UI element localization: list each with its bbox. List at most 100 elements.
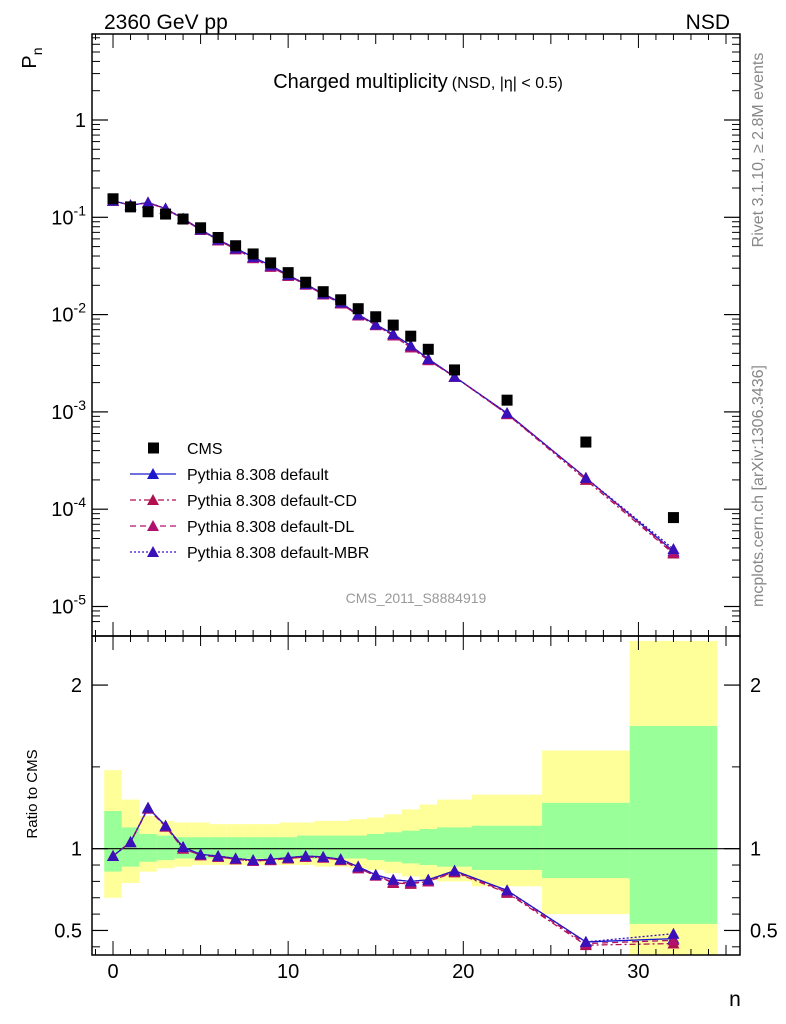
ratio-point-marker [369,868,382,880]
band-inner [437,827,473,867]
ratio-y-axis-label: Ratio to CMS [24,749,41,838]
ratio-point-marker [422,873,435,885]
mc-point-marker [369,318,382,330]
ratio-y-tick-label-right: 1 [750,839,761,861]
data-point-marker [282,267,294,279]
side-label-top: Rivet 3.1.10, ≥ 2.8M events [750,53,767,248]
y-tick-label: 1 [75,110,86,132]
data-point-marker [580,436,592,448]
y-axis-label-sub: n [29,47,45,55]
chart-title-suffix: (NSD, |η| < 0.5) [452,75,563,92]
ratio-point-marker [334,853,347,865]
ratio-line-3 [112,806,674,943]
data-point-marker [177,213,189,225]
x-tick-label: 0 [107,961,118,983]
mc-point-marker [387,328,400,340]
data-point-marker [317,286,329,298]
ratio-panel: 0.5 0.51 12 20 10 20 30 Ratio to CMS n [24,635,778,1011]
data-point-marker [387,319,399,331]
ratio-line-2 [112,807,674,945]
band-inner [314,835,332,859]
mc-point-marker [404,339,417,351]
ratio-point-marker [159,819,172,831]
ratio-point-marker [177,841,190,853]
legend-marker-mc [147,546,159,557]
ratio-frame [91,635,741,956]
ratio-point-marker [501,884,514,896]
ratio-point-marker [387,873,400,885]
ratio-y-tick-label: 2 [71,675,82,697]
data-point-marker [142,206,154,218]
legend-marker-mc [147,468,159,479]
y-tick-exponent: -2 [74,300,87,316]
ratio-point-marker [194,848,207,860]
data-point-marker [422,343,434,355]
y-tick-exponent: -5 [74,592,87,608]
ratio-point-marker [282,851,295,863]
main-ticks: 10-510-410-310-210-11 [51,34,740,636]
band-inner [384,832,402,862]
y-tick-label: 10-2 [51,300,86,327]
ratio-bands [104,640,718,955]
process-label: NSD [686,11,730,34]
band-inner [542,802,630,879]
data-point-marker [370,311,382,323]
chart-title: Charged multiplicity (NSD, |η| < 0.5) [273,71,563,93]
ratio-y-tick-label: 1 [71,839,82,861]
chart-title-main: Charged multiplicity [273,71,448,93]
data-point-marker [107,193,119,205]
ratio-point-marker [264,853,277,865]
y-tick-exponent: -4 [74,494,87,510]
band-inner [349,835,367,859]
y-tick-exponent: -1 [74,202,87,218]
data-point-marker [405,330,417,342]
legend-marker-data [148,442,159,454]
band-inner [261,837,280,859]
data-point-marker [160,208,172,220]
band-inner [296,835,315,859]
x-tick-label: 20 [452,961,474,983]
y-tick-base: 10 [51,402,73,424]
energy-label: 2360 GeV pp [104,11,228,34]
ratio-point-marker [107,850,120,862]
band-inner [366,833,385,861]
ratio-series [107,801,680,951]
legend-marker-mc [147,520,159,531]
mc-point-marker [448,370,461,382]
data-point-marker [195,222,207,234]
band-inner [139,833,157,862]
data-point-marker [212,232,224,244]
band-inner [629,725,718,924]
band-inner [226,837,245,859]
data-point-marker [449,364,461,376]
band-inner [279,837,297,859]
side-label-bottom: mcplots.cern.ch [arXiv:1306.3436] [750,365,767,607]
y-tick-label: 10-4 [51,494,86,521]
band-inner [156,835,175,861]
y-axis-label: Pn [19,47,45,68]
data-point-marker [352,303,364,315]
band-inner [472,825,543,870]
y-tick-label: 10-5 [51,592,86,619]
ratio-y-tick-label: 0.5 [54,920,82,942]
analysis-id: CMS_2011_S8884919 [346,590,487,606]
ratio-point-marker [352,860,365,872]
data-point-marker [667,512,679,524]
y-tick-base: 10 [51,499,73,521]
ratio-point-marker [247,854,260,866]
data-point-marker [125,201,137,213]
ratio-axes [91,635,741,956]
y-axis-label-main: P [19,55,41,68]
ratio-point-marker [299,850,312,862]
ratio-point-marker [212,850,225,862]
ratio-y-tick-label-right: 0.5 [750,920,778,942]
data-point-marker [300,276,312,288]
y-tick-base: 10 [51,207,73,229]
mc-point-marker [667,542,680,554]
y-tick-label: 10-1 [51,202,86,229]
legend-label: CMS [187,441,223,458]
main-series [107,193,680,559]
legend: CMS Pythia 8.308 default Pythia 8.308 defa… [130,441,369,562]
ratio-point-marker [579,935,592,947]
mc-point-marker [501,407,514,419]
